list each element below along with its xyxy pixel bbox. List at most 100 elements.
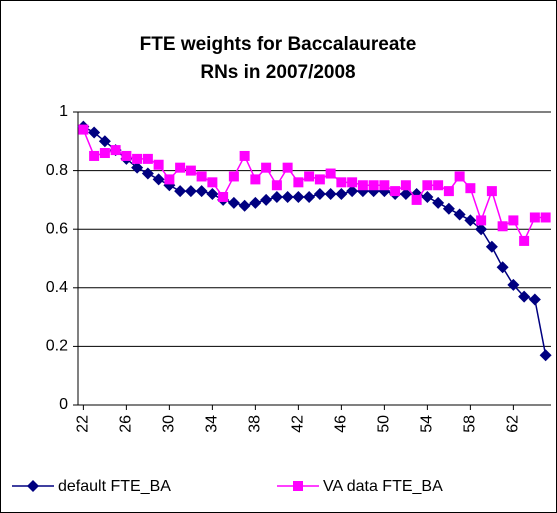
point	[540, 212, 551, 223]
point	[453, 208, 466, 221]
point	[496, 261, 509, 274]
point	[357, 180, 368, 191]
point	[497, 221, 508, 232]
point	[206, 188, 219, 201]
point	[314, 174, 325, 185]
point	[390, 186, 401, 197]
x-tick-label: 42	[290, 415, 307, 433]
point	[99, 148, 110, 159]
point	[98, 135, 111, 148]
chart-title: FTE weights for Baccalaureate	[140, 34, 417, 55]
point	[227, 196, 240, 209]
point	[89, 150, 100, 161]
point	[465, 183, 476, 194]
chart-title: RNs in 2007/2008	[200, 62, 355, 83]
point	[442, 202, 455, 215]
point	[152, 173, 165, 186]
y-tick-label: 0.8	[46, 162, 68, 179]
y-tick-label: 1	[59, 103, 68, 120]
point	[174, 185, 187, 198]
point	[335, 188, 348, 201]
point	[228, 171, 239, 182]
point	[141, 167, 154, 180]
point	[239, 150, 250, 161]
point	[347, 177, 358, 188]
point	[443, 186, 454, 197]
x-tick-label: 26	[118, 415, 135, 433]
point	[529, 212, 540, 223]
point	[292, 190, 305, 203]
point	[121, 150, 132, 161]
point	[399, 188, 412, 201]
point	[485, 240, 498, 253]
point	[249, 196, 262, 209]
x-tick-label: 30	[161, 415, 178, 433]
point	[78, 124, 89, 135]
legend-marker	[293, 481, 303, 491]
point	[184, 185, 197, 198]
point	[324, 188, 337, 201]
point	[304, 171, 315, 182]
y-tick-label: 0.4	[46, 279, 68, 296]
point	[528, 293, 541, 306]
point	[132, 153, 143, 164]
point	[142, 153, 153, 164]
point	[238, 199, 251, 212]
point	[454, 171, 465, 182]
point	[421, 190, 434, 203]
point	[507, 278, 520, 291]
x-tick-label: 38	[247, 415, 264, 433]
x-tick-label: 62	[505, 415, 522, 433]
point	[110, 145, 121, 156]
point	[325, 168, 336, 179]
x-tick-label: 46	[333, 415, 350, 433]
point	[476, 215, 487, 226]
point	[432, 196, 445, 209]
point	[218, 191, 229, 202]
point	[153, 159, 164, 170]
point	[346, 185, 359, 198]
point	[164, 174, 175, 185]
y-tick-label: 0.6	[46, 220, 68, 237]
x-tick-label: 34	[204, 415, 221, 433]
point	[519, 235, 530, 246]
point	[400, 180, 411, 191]
y-tick-label: 0.2	[46, 338, 68, 355]
x-tick-label: 58	[462, 415, 479, 433]
point	[303, 190, 316, 203]
x-tick-label: 22	[75, 415, 92, 433]
y-tick-label: 0	[59, 396, 68, 413]
point	[293, 177, 304, 188]
x-tick-label: 50	[376, 415, 393, 433]
point	[196, 171, 207, 182]
point	[336, 177, 347, 188]
legend-label: default FTE_BA	[58, 478, 171, 495]
point	[486, 186, 497, 197]
point	[270, 190, 283, 203]
point	[185, 165, 196, 176]
point	[88, 126, 101, 139]
point	[518, 290, 531, 303]
x-tick-label: 54	[419, 415, 436, 433]
point	[475, 223, 488, 236]
point	[313, 188, 326, 201]
point	[207, 177, 218, 188]
point	[379, 180, 390, 191]
point	[260, 193, 273, 206]
point	[250, 174, 261, 185]
point	[261, 162, 272, 173]
point	[411, 194, 422, 205]
point	[539, 349, 552, 362]
point	[282, 162, 293, 173]
point	[281, 190, 294, 203]
point	[508, 215, 519, 226]
legend-label: VA data FTE_BA	[323, 478, 443, 495]
point	[271, 180, 282, 191]
point	[195, 185, 208, 198]
legend-marker	[27, 480, 39, 492]
point	[464, 214, 477, 227]
point	[433, 180, 444, 191]
point	[131, 161, 144, 174]
